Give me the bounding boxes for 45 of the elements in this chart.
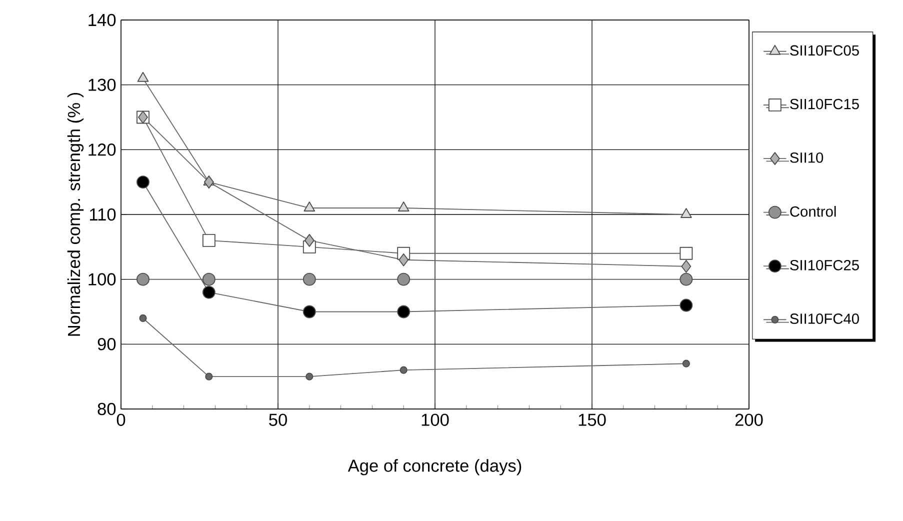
legend-label: SII10FC25 <box>790 260 859 270</box>
point <box>306 372 314 380</box>
point <box>202 272 216 286</box>
y-tick-label: 140 <box>88 14 116 26</box>
point <box>680 272 693 286</box>
point <box>139 314 147 322</box>
point <box>204 176 214 189</box>
point <box>304 234 314 247</box>
point <box>202 286 216 299</box>
point <box>302 272 316 286</box>
point <box>397 305 410 318</box>
legend-label: SII10 <box>790 152 824 163</box>
point <box>680 298 693 312</box>
x-tick-label: 200 <box>735 414 763 426</box>
point <box>398 202 410 212</box>
legend-label: SII10FC15 <box>790 98 859 110</box>
point <box>398 253 409 266</box>
point <box>302 305 316 318</box>
legend-label: SII10FC40 <box>790 314 859 324</box>
y-tick-label: 120 <box>88 144 116 156</box>
point <box>680 246 693 260</box>
y-tick-label: 80 <box>98 402 116 416</box>
point <box>205 372 213 380</box>
x-tick-label: 50 <box>269 414 287 426</box>
legend-label: Control <box>790 206 836 217</box>
y-axis-title: Normalized comp. strength (% ) <box>67 92 84 336</box>
y-tick-label: 100 <box>88 273 116 286</box>
y-tick-label: 90 <box>98 338 116 350</box>
x-tick-label: 0 <box>116 414 126 426</box>
x-tick-label: 100 <box>422 414 449 426</box>
point <box>397 272 410 286</box>
y-tick-label: 110 <box>90 208 116 221</box>
x-axis-title: Age of concrete (days) <box>348 459 522 476</box>
point <box>136 176 150 189</box>
point <box>681 260 692 273</box>
point <box>400 366 408 374</box>
point <box>682 360 690 368</box>
point <box>680 208 692 218</box>
y-tick-label: 130 <box>88 78 116 91</box>
point <box>202 234 216 247</box>
point <box>137 72 149 82</box>
point <box>304 202 316 212</box>
x-tick-label: 150 <box>578 414 606 426</box>
point <box>136 272 150 286</box>
legend-label: SII10FC05 <box>790 45 859 56</box>
